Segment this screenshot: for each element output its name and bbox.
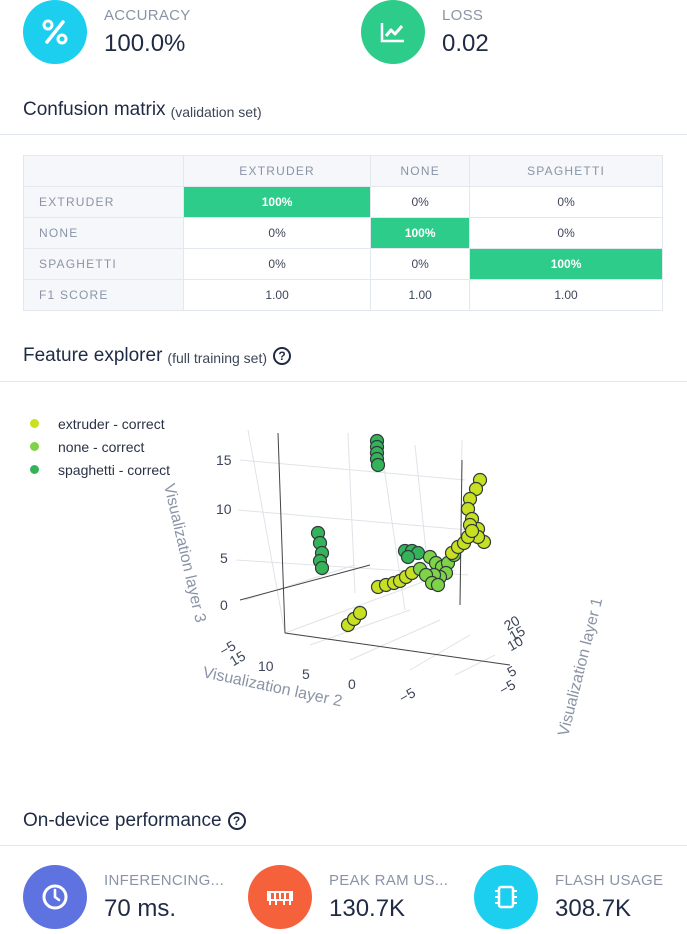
table-cell: 0% xyxy=(182,248,372,280)
explorer-title: Feature explorer xyxy=(23,345,163,366)
flash-usage-metric: FLASH USAGE 308.7K xyxy=(474,865,687,929)
row-header: NONE xyxy=(23,217,184,249)
ram-icon xyxy=(248,865,312,929)
table-header-row: EXTRUDER NONE SPAGHETTI xyxy=(23,155,663,187)
tick-label: 5 xyxy=(220,550,228,566)
accuracy-value: 100.0% xyxy=(104,29,186,57)
tick-label: 10 xyxy=(258,658,274,674)
tick-label: 0 xyxy=(348,676,356,692)
legend-label: none - correct xyxy=(58,438,145,455)
3d-scatter-plot[interactable]: 15 10 5 0 −5 15 10 5 0 −5 20 15 10 5 −5 … xyxy=(150,425,630,755)
legend-item[interactable]: spaghetti - correct xyxy=(30,458,170,481)
scatter-point xyxy=(400,549,416,565)
table-cell: 0% xyxy=(370,248,471,280)
chip-icon xyxy=(474,865,538,929)
table-row: SPAGHETTI 0% 0% 100% xyxy=(23,248,663,280)
confusion-matrix-table: EXTRUDER NONE SPAGHETTI EXTRUDER 100% 0%… xyxy=(23,155,663,311)
inferencing-value: 70 ms. xyxy=(104,894,177,922)
axis-title-z: Visualization layer 3 xyxy=(160,482,209,624)
table-cell: 100% xyxy=(370,217,471,249)
tick-label: 15 xyxy=(216,452,232,468)
plot-axes xyxy=(239,432,511,666)
divider xyxy=(0,134,687,135)
confusion-matrix-heading: Confusion matrix (validation set) xyxy=(23,99,262,121)
scatter-point xyxy=(430,577,446,593)
flash-usage-value: 308.7K xyxy=(555,894,632,922)
legend-marker xyxy=(30,442,39,451)
row-header: F1 SCORE xyxy=(23,279,184,311)
explorer-subtitle: (full training set) xyxy=(167,349,267,366)
z-axis-ticks: 15 10 5 0 xyxy=(216,452,232,613)
row-header: EXTRUDER xyxy=(23,186,184,218)
column-header: SPAGHETTI xyxy=(469,155,663,187)
table-cell: 1.00 xyxy=(370,279,471,311)
help-icon[interactable]: ? xyxy=(273,347,291,365)
legend-marker xyxy=(30,419,39,428)
scatter-point xyxy=(352,605,368,621)
tick-label: −5 xyxy=(496,676,518,698)
tick-label: 5 xyxy=(302,666,310,682)
plot-legend: extruder - correct none - correct spaghe… xyxy=(30,412,170,481)
legend-label: extruder - correct xyxy=(58,415,165,432)
table-cell: 1.00 xyxy=(469,279,663,311)
table-cell: 0% xyxy=(182,217,372,249)
scatter-points xyxy=(310,433,492,633)
row-header: SPAGHETTI xyxy=(23,248,184,280)
table-corner-cell xyxy=(23,155,184,187)
divider xyxy=(0,845,687,846)
column-header: NONE xyxy=(370,155,471,187)
table-cell: 1.00 xyxy=(182,279,372,311)
help-icon[interactable]: ? xyxy=(227,812,246,830)
legend-marker xyxy=(30,465,39,474)
tick-label: 15 xyxy=(506,622,528,644)
loss-label: LOSS xyxy=(442,6,484,24)
confusion-subtitle: (validation set) xyxy=(170,103,262,120)
scatter-point xyxy=(464,523,480,539)
tick-label: −5 xyxy=(217,637,239,659)
table-row: F1 SCORE 1.00 1.00 1.00 xyxy=(23,279,663,311)
tick-label: 20 xyxy=(501,612,523,634)
tick-label: 10 xyxy=(504,632,526,654)
table-row: NONE 0% 100% 0% xyxy=(23,217,663,249)
performance-heading: On-device performance ? xyxy=(23,810,246,832)
axis-title-y: Visualization layer 1 xyxy=(555,596,606,738)
tick-label: −5 xyxy=(396,684,418,706)
loss-value: 0.02 xyxy=(442,29,489,57)
table-cell: 0% xyxy=(370,186,471,218)
tick-label: 0 xyxy=(220,597,228,613)
feature-explorer-heading: Feature explorer (full training set) ? xyxy=(23,345,291,367)
scatter-point xyxy=(314,560,330,576)
table-row: EXTRUDER 100% 0% 0% xyxy=(23,186,663,218)
legend-label: spaghetti - correct xyxy=(58,461,171,478)
scatter-point xyxy=(370,457,386,473)
table-cell: 100% xyxy=(469,248,663,280)
table-cell: 100% xyxy=(182,186,372,218)
inferencing-label: INFERENCING... xyxy=(104,871,225,889)
clock-icon xyxy=(23,865,87,929)
peak-ram-label: PEAK RAM US... xyxy=(329,871,449,889)
legend-item[interactable]: none - correct xyxy=(30,435,170,458)
divider xyxy=(0,381,687,382)
table-cell: 0% xyxy=(469,217,663,249)
accuracy-metric: ACCURACY 100.0% xyxy=(23,0,191,64)
y-axis-ticks: 20 15 10 5 −5 xyxy=(496,612,528,698)
peak-ram-value: 130.7K xyxy=(329,894,406,922)
column-header: EXTRUDER xyxy=(182,155,372,187)
peak-ram-metric: PEAK RAM US... 130.7K xyxy=(248,865,454,929)
confusion-title: Confusion matrix xyxy=(23,99,166,120)
percent-icon xyxy=(23,0,87,64)
chart-line-icon xyxy=(361,0,425,64)
performance-title: On-device performance xyxy=(23,810,222,831)
x-axis-ticks: −5 15 10 5 0 −5 xyxy=(217,637,419,706)
accuracy-label: ACCURACY xyxy=(104,6,191,24)
tick-label: 10 xyxy=(216,501,232,517)
table-cell: 0% xyxy=(469,186,663,218)
loss-metric: LOSS 0.02 xyxy=(361,0,489,64)
legend-item[interactable]: extruder - correct xyxy=(30,412,170,435)
flash-usage-label: FLASH USAGE xyxy=(555,871,664,889)
inferencing-metric: INFERENCING... 70 ms. xyxy=(23,865,234,929)
tick-label: 15 xyxy=(227,647,249,669)
